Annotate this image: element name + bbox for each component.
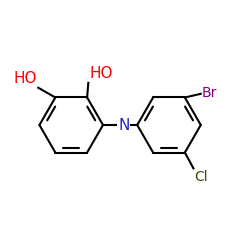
Text: HO: HO bbox=[14, 71, 37, 86]
Text: Br: Br bbox=[202, 86, 217, 100]
Text: Cl: Cl bbox=[195, 170, 208, 184]
Text: HO: HO bbox=[90, 66, 113, 81]
Text: N: N bbox=[118, 118, 130, 132]
